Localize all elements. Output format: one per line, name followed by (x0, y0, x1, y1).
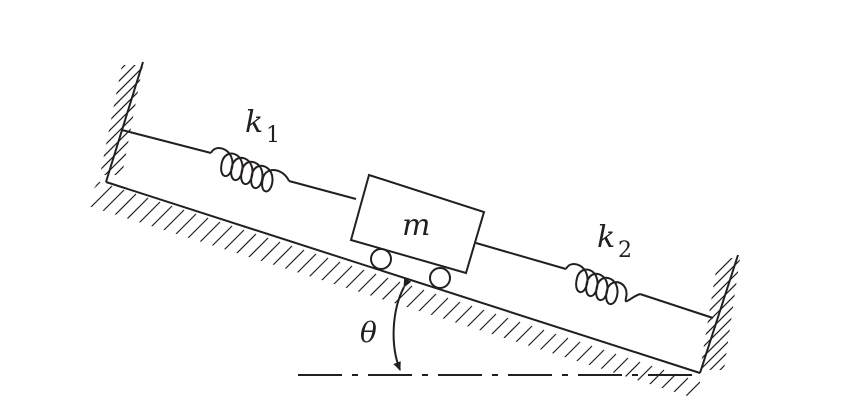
wheel-left (370, 248, 392, 270)
spring-k1-subscript: 1 (266, 123, 280, 148)
spring-k1-rod-left (121, 129, 212, 154)
spring-k2-rod-left (475, 242, 567, 270)
spring-k2-rod-right (639, 293, 714, 319)
spring-k2-subscript: 2 (618, 238, 632, 263)
left-wall-hatching (100, 65, 143, 175)
spring-k1-rod-right (288, 180, 357, 200)
left-wall-line (105, 61, 144, 183)
right-wall-hatching (700, 258, 740, 370)
spring-k1-label: k (245, 105, 263, 140)
spring-k2-coil (565, 263, 641, 306)
mass-label: m (402, 208, 430, 243)
wheel-right (429, 267, 451, 289)
angle-arc (392, 278, 412, 371)
spring-k2-label: k (597, 220, 615, 255)
mass-block (349, 173, 486, 275)
angle-label: θ (360, 316, 377, 349)
right-wall-line (699, 254, 739, 374)
incline-surface-line (105, 181, 701, 374)
spring-k1-coil (210, 147, 290, 193)
